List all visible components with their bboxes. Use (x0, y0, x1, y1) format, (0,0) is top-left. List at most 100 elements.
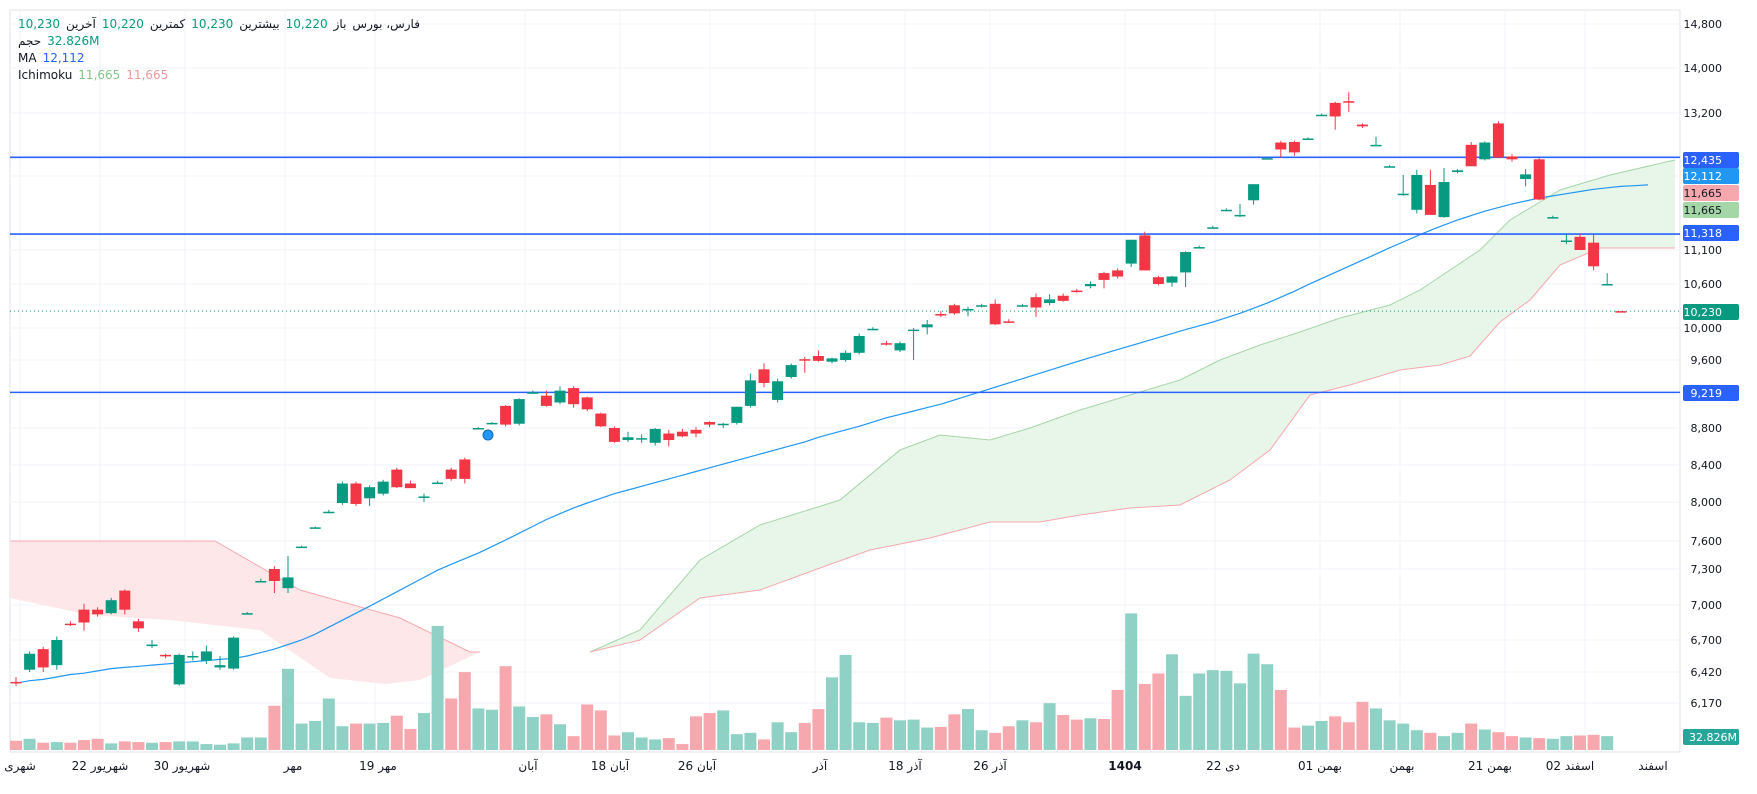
candle[interactable] (690, 427, 702, 438)
candle[interactable] (377, 479, 389, 496)
candle[interactable] (1248, 184, 1260, 205)
candle[interactable] (472, 427, 484, 430)
candle[interactable] (622, 431, 634, 442)
candle[interactable] (568, 386, 580, 408)
candle[interactable] (1207, 225, 1219, 229)
candle[interactable] (160, 653, 172, 659)
candle[interactable] (364, 485, 376, 506)
event-marker-icon[interactable] (482, 429, 494, 441)
candle[interactable] (867, 327, 879, 331)
candle[interactable] (1234, 203, 1246, 218)
candle[interactable] (105, 597, 117, 615)
candle[interactable] (581, 396, 593, 411)
candle[interactable] (1520, 169, 1532, 187)
candle[interactable] (486, 422, 498, 425)
candle[interactable] (1288, 140, 1300, 156)
candle[interactable] (1316, 113, 1328, 117)
candle[interactable] (51, 636, 63, 670)
candle[interactable] (1506, 154, 1518, 162)
candle[interactable] (976, 303, 988, 308)
candle[interactable] (595, 412, 607, 428)
candle[interactable] (1601, 273, 1613, 286)
candle[interactable] (1560, 233, 1572, 245)
candle[interactable] (146, 640, 158, 648)
candle[interactable] (187, 651, 199, 661)
candle[interactable] (1479, 141, 1491, 161)
candle[interactable] (608, 426, 620, 443)
candle[interactable] (731, 406, 743, 425)
candle[interactable] (1098, 271, 1110, 289)
candle[interactable] (1003, 319, 1015, 323)
candle[interactable] (119, 589, 131, 615)
candle[interactable] (1397, 174, 1409, 196)
candle[interactable] (1452, 169, 1464, 174)
candle[interactable] (1384, 165, 1396, 168)
candle[interactable] (1152, 275, 1164, 286)
symbol-name[interactable]: فارس، بورس (352, 17, 420, 31)
candle[interactable] (717, 422, 729, 428)
candle[interactable] (1343, 92, 1355, 112)
candle[interactable] (894, 341, 906, 352)
candle[interactable] (799, 356, 811, 373)
candle[interactable] (1615, 311, 1627, 313)
candle[interactable] (880, 340, 892, 346)
candle[interactable] (92, 607, 104, 617)
candle[interactable] (636, 434, 648, 443)
candle[interactable] (1044, 294, 1056, 306)
candle[interactable] (296, 545, 308, 549)
candle[interactable] (1574, 233, 1586, 250)
candle[interactable] (1139, 231, 1151, 271)
candle[interactable] (173, 653, 185, 686)
candle[interactable] (1166, 275, 1178, 287)
candle[interactable] (37, 646, 49, 672)
candle[interactable] (1302, 137, 1314, 140)
candle[interactable] (853, 333, 865, 355)
candle[interactable] (1547, 215, 1559, 219)
candle[interactable] (1030, 293, 1042, 317)
candle[interactable] (64, 621, 76, 626)
candle[interactable] (1424, 169, 1436, 215)
candle[interactable] (500, 405, 512, 427)
candle[interactable] (1356, 123, 1368, 129)
candle[interactable] (1057, 293, 1069, 302)
candle[interactable] (404, 480, 416, 489)
candle[interactable] (445, 467, 457, 481)
candle[interactable] (663, 429, 675, 447)
candle[interactable] (1112, 268, 1124, 279)
candle[interactable] (1588, 234, 1600, 271)
ichimoku-row[interactable]: Ichimoku 11,665 11,665 (18, 67, 420, 84)
candle[interactable] (1275, 140, 1287, 158)
candle[interactable] (282, 555, 294, 593)
candle[interactable] (962, 306, 974, 317)
candle[interactable] (350, 481, 362, 506)
candle[interactable] (935, 311, 947, 317)
candle[interactable] (744, 373, 756, 408)
candle[interactable] (527, 390, 539, 394)
candle[interactable] (1220, 208, 1232, 212)
candle[interactable] (1533, 158, 1545, 201)
candle[interactable] (268, 566, 280, 593)
candle[interactable] (785, 363, 797, 379)
candle[interactable] (826, 357, 838, 364)
candle[interactable] (1465, 141, 1477, 167)
candle[interactable] (323, 509, 335, 514)
candle[interactable] (513, 398, 525, 426)
candle[interactable] (921, 319, 933, 335)
candle[interactable] (200, 645, 212, 664)
candle[interactable] (1370, 136, 1382, 147)
candle[interactable] (758, 363, 770, 388)
candle[interactable] (336, 481, 348, 505)
candle[interactable] (1125, 239, 1137, 267)
candle[interactable] (908, 328, 920, 360)
ma-row[interactable]: MA 12,112 (18, 50, 420, 67)
candle[interactable] (1193, 245, 1205, 249)
candle[interactable] (1438, 168, 1450, 218)
candle[interactable] (1016, 303, 1028, 307)
candle[interactable] (432, 480, 444, 485)
candle[interactable] (1084, 281, 1096, 289)
candle[interactable] (1261, 157, 1273, 160)
candle[interactable] (1411, 169, 1423, 214)
candle[interactable] (1492, 121, 1504, 158)
candle[interactable] (78, 603, 90, 631)
